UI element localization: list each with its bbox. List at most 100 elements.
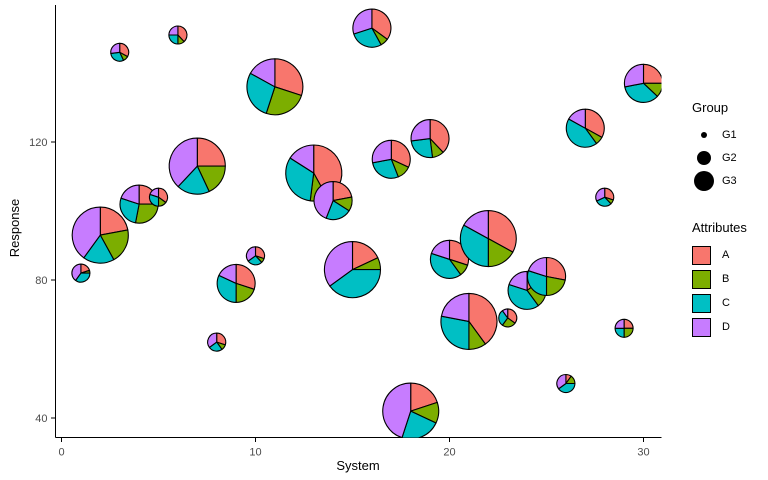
- pie-slice-D: [168, 25, 179, 36]
- pie-slice-C: [168, 34, 179, 45]
- color-swatch-b: [692, 269, 711, 289]
- pie-slice-D: [382, 382, 412, 438]
- legend-item-g2: G2: [692, 146, 768, 169]
- legend-label-a: A: [722, 249, 730, 261]
- pie-slice-D: [614, 318, 625, 329]
- legend-item-c: C: [692, 291, 768, 315]
- pie-slice-C: [459, 224, 489, 268]
- legend: Group G1 G2 G3 Attributes A B C: [692, 100, 768, 339]
- pie-slice-D: [218, 263, 237, 284]
- y-axis-title: Response: [7, 199, 22, 258]
- pie-slice-D: [410, 119, 431, 142]
- pie-slice-A: [371, 8, 392, 40]
- pie-slice-A: [642, 63, 662, 84]
- color-swatch-d: [692, 317, 711, 337]
- legend-label-d: D: [722, 321, 730, 333]
- pie-slice-C: [329, 269, 382, 299]
- pie-glyph-x3-y146: [110, 42, 130, 62]
- legend-item-a: A: [692, 243, 768, 267]
- pie-glyph-x6-y151: [168, 25, 188, 45]
- pie-slice-A: [623, 318, 634, 329]
- pie-slice-A: [487, 210, 517, 253]
- legend-attributes-title: Attributes: [692, 220, 747, 235]
- pie-slice-A: [235, 263, 256, 290]
- x-tick-label: 0: [58, 447, 64, 459]
- pie-slice-C: [119, 197, 140, 224]
- pie-slice-A: [274, 58, 304, 97]
- pie-slice-D: [501, 308, 509, 319]
- pie-slice-C: [216, 274, 237, 303]
- legend-item-d: D: [692, 315, 768, 339]
- pie-slice-C: [614, 327, 625, 338]
- pie-layer: [71, 8, 662, 438]
- pie-slice-A: [196, 137, 226, 167]
- pie-glyph-x27-y124: [565, 108, 605, 148]
- pie-slice-D: [430, 239, 451, 260]
- pie-slice-B: [545, 275, 566, 297]
- pie-slice-D: [508, 270, 528, 291]
- pie-slice-D: [556, 373, 567, 390]
- pie-slice-D: [527, 256, 548, 278]
- legend-item-g3: G3: [692, 169, 768, 192]
- pie-slice-C: [429, 252, 462, 279]
- pie-slice-A: [99, 206, 129, 236]
- pie-slice-C: [410, 138, 434, 159]
- pie-slice-D: [440, 292, 470, 322]
- pie-slice-B: [623, 327, 634, 338]
- pie-slice-D: [595, 187, 606, 202]
- pie-glyph-x19-y121: [410, 119, 450, 159]
- pie-slice-D: [371, 139, 392, 164]
- pie-glyph-x11-y136: [246, 58, 304, 116]
- pie-slice-C: [372, 158, 399, 179]
- pie-slice-D: [120, 184, 140, 205]
- pie-slice-C: [440, 315, 470, 350]
- y-tick-label: 120: [29, 137, 47, 149]
- legend-item-b: B: [692, 267, 768, 291]
- x-axis-title: System: [336, 458, 379, 473]
- pie-glyph-x16-y153: [352, 8, 392, 48]
- pie-slice-D: [568, 108, 586, 129]
- legend-label-g2: G2: [722, 151, 737, 164]
- pie-glyph-x18-y42: [382, 382, 440, 438]
- pie-glyph-x15-y83: [323, 241, 382, 299]
- pie-slice-D: [352, 8, 373, 35]
- pie-slice-C: [565, 118, 598, 148]
- pie-slice-D: [71, 263, 82, 281]
- y-tick-label: 80: [35, 275, 47, 287]
- x-tick-label: 10: [249, 447, 261, 459]
- pie-glyph-x20-y86: [429, 239, 470, 279]
- pie-slice-D: [249, 58, 276, 88]
- pie-slice-A: [390, 139, 411, 168]
- pie-glyph-x2-y93: [71, 206, 129, 264]
- legend-label-g1: G1: [722, 128, 737, 141]
- pie-slice-C: [624, 82, 658, 103]
- pie-glyph-x10-y87: [245, 246, 266, 266]
- pie-glyph-x22-y92: [459, 210, 517, 268]
- pie-slice-D: [289, 144, 315, 174]
- pie-slice-A: [545, 256, 567, 281]
- pie-glyph-x1-y82: [71, 263, 91, 283]
- group-size-dot-g2: [697, 150, 711, 165]
- pie-slice-D: [463, 210, 489, 240]
- pie-slice-A: [468, 292, 498, 345]
- pie-glyph-x25-y81: [526, 256, 567, 297]
- legend-attributes: Attributes A B C D: [692, 220, 768, 339]
- x-tick-label: 20: [443, 447, 455, 459]
- pie-slice-C: [558, 382, 576, 394]
- pie-slice-C: [507, 283, 539, 310]
- legend-label-g3: G3: [722, 174, 737, 187]
- legend-label-c: C: [722, 297, 730, 309]
- pie-glyph-x30-y137: [623, 63, 662, 103]
- pie-slice-D: [110, 42, 121, 54]
- pie-slice-C: [526, 270, 548, 297]
- pie-glyph-x5-y104: [148, 187, 169, 207]
- group-size-dot-g1: [701, 131, 707, 138]
- pie-slice-D: [168, 137, 198, 188]
- pie-glyph-x26-y50: [556, 373, 576, 394]
- legend-label-b: B: [722, 273, 730, 285]
- color-swatch-c: [692, 293, 711, 313]
- pie-glyph-x28-y104: [595, 187, 615, 207]
- pie-slice-D: [323, 241, 354, 287]
